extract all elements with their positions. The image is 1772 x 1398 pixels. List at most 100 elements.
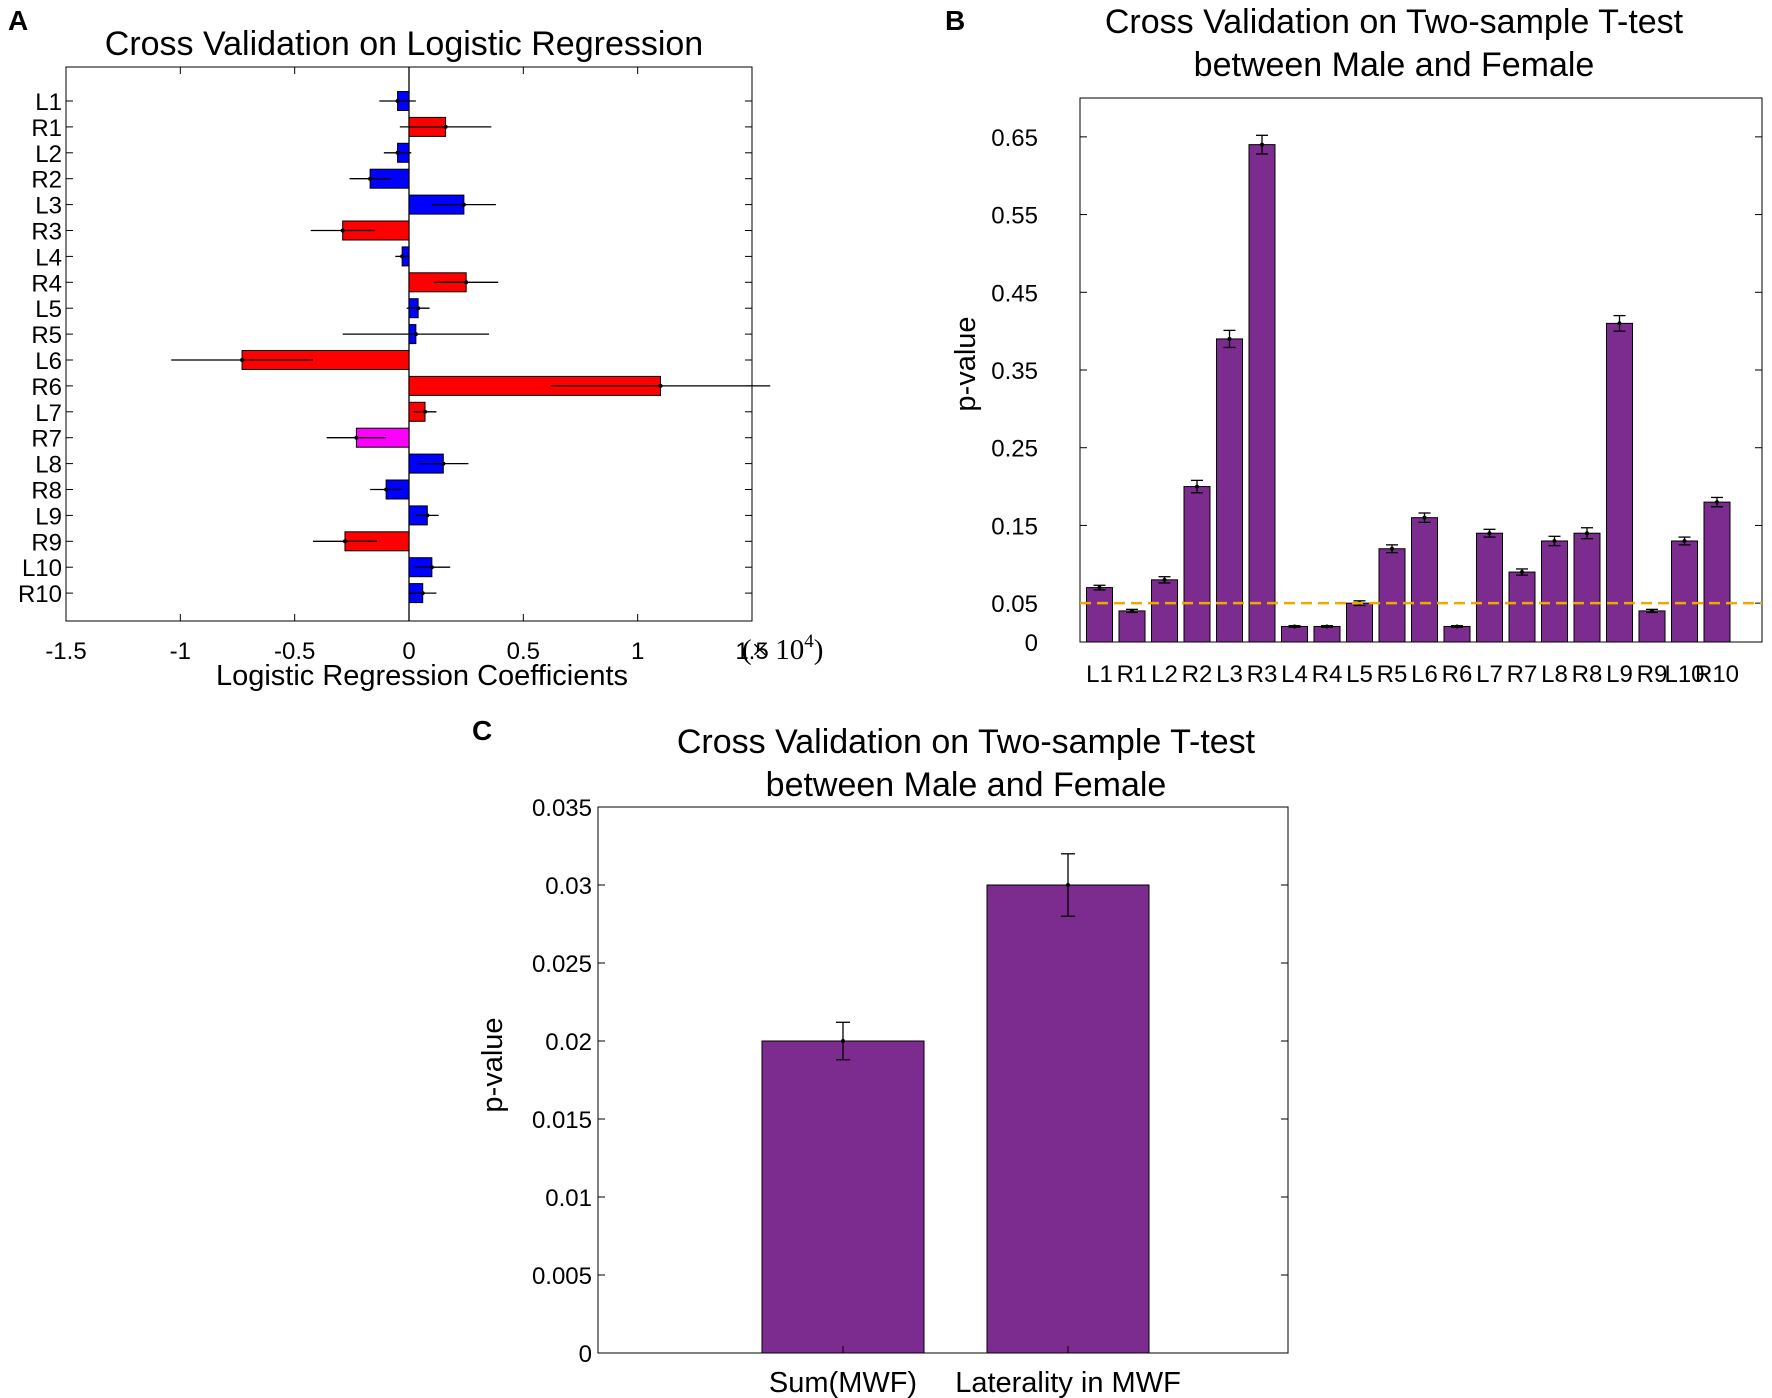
panel-a-xtick-label: 0 — [402, 638, 415, 665]
panel-c-ytick-label: 0.03 — [545, 873, 592, 900]
panel-a-mean-dot-l3 — [461, 202, 466, 207]
panel-b-bar-l1 — [1086, 587, 1113, 643]
panel-a-category-label: L9 — [35, 503, 62, 530]
panel-a-mean-dot-r10 — [420, 591, 425, 596]
panel-c-mean-dot — [1066, 883, 1070, 887]
panel-c-ytick-label: 0.025 — [532, 951, 592, 978]
panel-b-mean-dot — [1195, 484, 1199, 489]
panel-c-ytick-label: 0.01 — [545, 1185, 592, 1212]
panel-c-ytick-label: 0.005 — [532, 1263, 592, 1290]
panel-c-ylabel: p-value — [477, 1017, 509, 1112]
panel-a-mean-dot-r2 — [368, 176, 373, 181]
panel-a-letter: A — [8, 5, 28, 36]
panel-a-xtick-label: -1 — [170, 638, 191, 665]
panel-a-mean-dot-l6 — [240, 358, 245, 362]
panel-a-mean-dot-l2 — [395, 150, 400, 155]
panel-a-mean-dot-l10 — [429, 565, 434, 570]
panel-b-ytick-label: 0.65 — [991, 125, 1038, 152]
panel-b-category-label: R7 — [1507, 661, 1538, 688]
panel-a-category-label: L4 — [35, 244, 62, 271]
panel-b-ytick-label: 0.15 — [991, 513, 1038, 540]
panel-b-bar-r6 — [1443, 625, 1471, 643]
panel-b-bar-r2 — [1183, 486, 1211, 643]
panel-a-mean-dot-l4 — [400, 254, 405, 259]
panel-b-category-label: R5 — [1377, 661, 1408, 688]
panel-c-category-label: Laterality in MWF — [955, 1367, 1181, 1398]
panel-b-bar-l8 — [1541, 540, 1568, 643]
panel-c-bar-laterality-in-mwf — [986, 884, 1150, 1354]
panel-c-category-label: Sum(MWF) — [769, 1367, 917, 1398]
panel-b-bar-l2 — [1151, 579, 1178, 643]
panel-a-category-label: L10 — [22, 555, 62, 582]
panel-b-category-label: L2 — [1151, 661, 1178, 688]
panel-a-mean-dot-r4 — [464, 280, 469, 285]
panel-a-xtick-label: 1.5 — [735, 638, 768, 665]
panel-b-bar-r8 — [1573, 532, 1601, 643]
panel-b-letter: B — [945, 5, 965, 36]
panel-a-category-label: R10 — [18, 581, 62, 608]
panel-a-mean-dot-r9 — [342, 539, 347, 544]
panel-b-mean-dot — [1585, 531, 1589, 536]
panel-a-xtick-label: -1.5 — [45, 638, 86, 665]
panel-a-mean-dot-r6 — [658, 383, 663, 388]
panel-b-bar-r10 — [1703, 501, 1731, 643]
panel-b-mean-dot — [1520, 570, 1524, 575]
panel-a-mean-dot-l7 — [423, 409, 428, 414]
panel-b-title-line1: Cross Validation on Two-sample T-test — [1105, 3, 1684, 41]
panel-b-category-label: L1 — [1086, 661, 1113, 688]
panel-b-category-label: R4 — [1312, 661, 1343, 688]
panel-b-mean-dot — [1130, 608, 1134, 613]
panel-c-title-line2: between Male and Female — [766, 766, 1167, 804]
panel-b-mean-dot — [1422, 515, 1427, 520]
panel-c-title-line1: Cross Validation on Two-sample T-test — [677, 723, 1256, 761]
panel-b-category-label: L8 — [1541, 661, 1568, 688]
panel-b-mean-dot — [1487, 531, 1492, 536]
panel-b-category-label: R3 — [1247, 661, 1278, 688]
panel-a-category-label: L7 — [35, 400, 62, 427]
panel-c-ytick-label: 0 — [579, 1341, 592, 1368]
panel-a-category-label: L6 — [35, 348, 62, 375]
panel-b-bar-r4 — [1313, 625, 1341, 643]
panel-a-category-label: R2 — [31, 167, 62, 194]
panel-a-mean-dot-r3 — [340, 228, 345, 233]
panel-b-mean-dot — [1292, 624, 1297, 629]
panel-a-mean-dot-r7 — [354, 435, 359, 440]
panel-a-category-label: R4 — [31, 270, 62, 297]
panel-a-category-label: R9 — [31, 529, 62, 556]
panel-a-xtick-label: 0.5 — [507, 638, 540, 665]
panel-b-ytick-label: 0.45 — [991, 280, 1038, 307]
panel-a-category-label: R6 — [31, 374, 62, 401]
panel-b-category-label: L5 — [1346, 661, 1373, 688]
panel-a-mean-dot-l1 — [395, 99, 400, 103]
panel-b-ylabel: p-value — [950, 316, 982, 411]
panel-b-mean-dot — [1682, 538, 1687, 543]
panel-b-category-label: L6 — [1411, 661, 1438, 688]
panel-a-mean-dot-l9 — [425, 513, 430, 518]
panel-b-bar-l7 — [1476, 532, 1503, 643]
panel-a-category-label: R1 — [31, 115, 62, 142]
panel-a-category-label: R8 — [31, 478, 62, 505]
panel-b-mean-dot — [1260, 142, 1264, 147]
panel-a-mean-dot-l8 — [441, 461, 446, 466]
panel-b-category-label: L4 — [1281, 661, 1308, 688]
panel-a-category-label: L1 — [35, 89, 62, 116]
panel-b-category-label: R9 — [1637, 661, 1668, 688]
panel-a-xtick-label: 1 — [631, 638, 644, 665]
panel-a-category-label: L3 — [35, 193, 62, 220]
panel-b-category-label: R2 — [1182, 661, 1213, 688]
panel-b-mean-dot — [1325, 624, 1329, 629]
panel-b-category-label: R6 — [1442, 661, 1473, 688]
panel-c-ytick-label: 0.02 — [545, 1029, 592, 1056]
panel-a-title: Cross Validation on Logistic Regression — [105, 25, 703, 63]
panel-b-bar-l3 — [1216, 338, 1243, 643]
panel-a-xtick-label: -0.5 — [274, 638, 315, 665]
panel-c-mean-dot — [841, 1039, 845, 1043]
panel-c-plot-frame — [597, 806, 1289, 1354]
panel-a-category-label: L2 — [35, 141, 62, 168]
panel-b-ytick-label: 0.05 — [991, 591, 1038, 618]
panel-b-bar-l10 — [1671, 540, 1698, 643]
panel-a-category-label: L8 — [35, 452, 62, 479]
panel-a-category-label: R3 — [31, 219, 62, 246]
panel-b-bar-r9 — [1638, 610, 1666, 643]
